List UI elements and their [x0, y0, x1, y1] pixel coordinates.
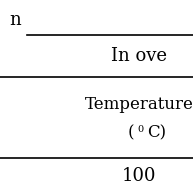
Text: C): C): [147, 125, 166, 142]
Text: 0: 0: [138, 125, 144, 134]
Text: (: (: [128, 125, 135, 142]
Text: In ove: In ove: [111, 47, 167, 65]
Text: 100: 100: [122, 167, 156, 185]
Text: Temperature: Temperature: [85, 96, 193, 113]
Text: n: n: [10, 11, 21, 29]
